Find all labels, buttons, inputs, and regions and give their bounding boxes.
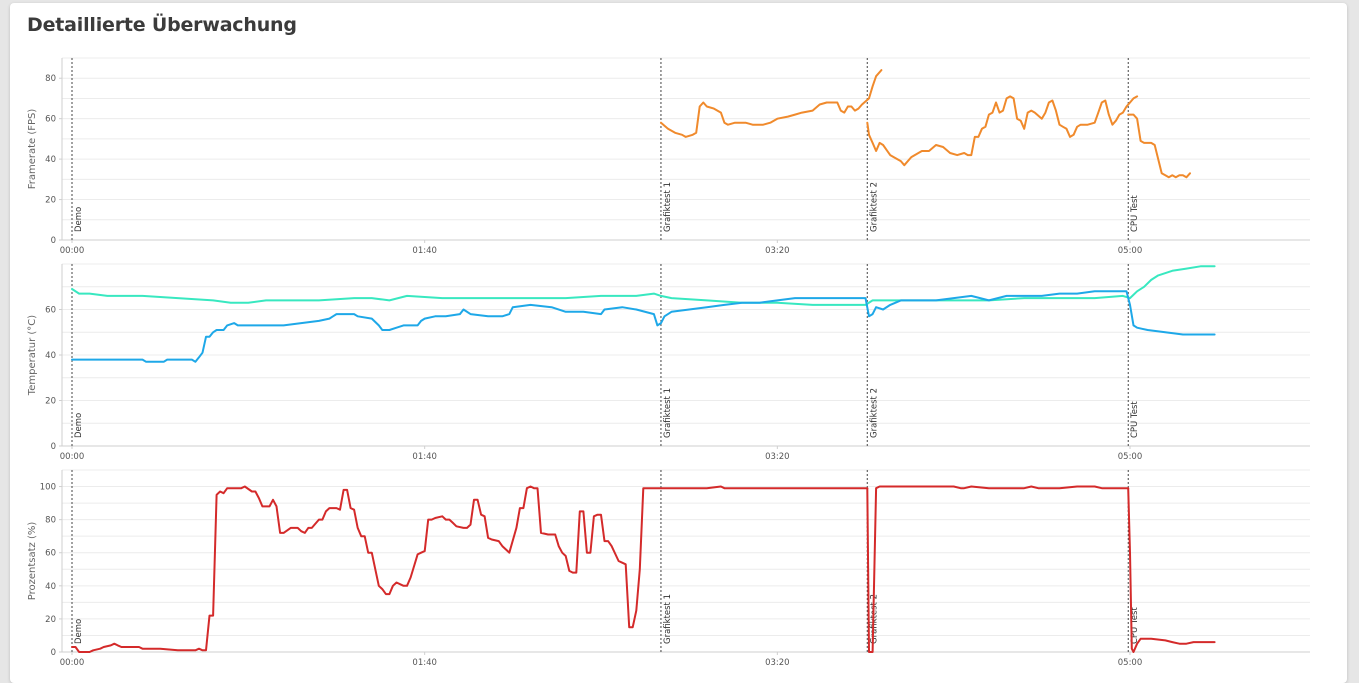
- y-axis-label: Temperatur (°C): [27, 315, 38, 396]
- y-tick-label: 80: [45, 74, 56, 84]
- y-tick-label: 0: [51, 236, 56, 246]
- event-label: Grafiktest 1: [663, 594, 673, 644]
- x-tick-label: 01:40: [412, 246, 437, 256]
- y-tick-label: 20: [45, 615, 56, 625]
- y-tick-label: 40: [45, 155, 56, 165]
- series-line-temp_cpu: [71, 290, 1216, 363]
- series-line-fps: [866, 95, 1139, 167]
- x-tick-label: 00:00: [60, 452, 85, 462]
- y-axis-label: Framerate (FPS): [27, 109, 38, 190]
- x-tick-label: 05:00: [1118, 452, 1143, 462]
- y-tick-label: 40: [45, 351, 56, 361]
- y-tick-label: 100: [40, 483, 56, 493]
- event-label: Grafiktest 2: [869, 388, 879, 438]
- series-line-percent: [71, 485, 869, 653]
- framerate-chart: 0 20 40 60 80 00:00 01:40 03:20 05:00 Framerate (…: [27, 57, 1310, 256]
- series-line-fps: [1127, 113, 1191, 179]
- event-label: Demo: [74, 619, 84, 644]
- series-line-temp_gpu: [71, 265, 1216, 306]
- event-label: CPU Test: [1130, 607, 1140, 644]
- y-tick-label: 20: [45, 397, 56, 407]
- x-tick-label: 05:00: [1118, 246, 1143, 256]
- x-tick-label: 03:20: [765, 658, 790, 668]
- series-line-fps: [660, 69, 883, 138]
- y-tick-label: 40: [45, 582, 56, 592]
- y-tick-label: 60: [45, 549, 56, 559]
- event-label: Grafiktest 1: [663, 388, 673, 438]
- y-tick-label: 0: [51, 648, 56, 658]
- series-line-percent: [1127, 487, 1216, 653]
- x-tick-label: 03:20: [765, 246, 790, 256]
- event-label: Demo: [74, 413, 84, 438]
- x-tick-label: 00:00: [60, 658, 85, 668]
- temperature-chart: 0 20 40 60 00:00 01:40 03:20 05:00 Temperatur (°…: [27, 263, 1310, 462]
- x-tick-label: 01:40: [412, 658, 437, 668]
- page-title: Detaillierte Überwachung: [27, 14, 297, 36]
- y-tick-label: 60: [45, 115, 56, 125]
- event-label: Grafiktest 2: [869, 182, 879, 232]
- event-label: CPU Test: [1130, 401, 1140, 438]
- y-tick-label: 60: [45, 306, 56, 316]
- x-tick-label: 05:00: [1118, 658, 1143, 668]
- y-axis-label: Prozentsatz (%): [27, 522, 38, 601]
- y-tick-label: 0: [51, 442, 56, 452]
- series-line-percent: [866, 485, 1130, 653]
- event-label: Grafiktest 1: [663, 182, 673, 232]
- x-tick-label: 03:20: [765, 452, 790, 462]
- x-tick-label: 00:00: [60, 246, 85, 256]
- y-tick-label: 80: [45, 516, 56, 526]
- percentage-chart: 0 20 40 60 80 100 00:00 01:40 03:20 05:00 Prozents…: [27, 469, 1310, 668]
- x-tick-label: 01:40: [412, 452, 437, 462]
- y-tick-label: 20: [45, 196, 56, 206]
- event-label: CPU Test: [1130, 195, 1140, 232]
- event-label: Demo: [74, 207, 84, 232]
